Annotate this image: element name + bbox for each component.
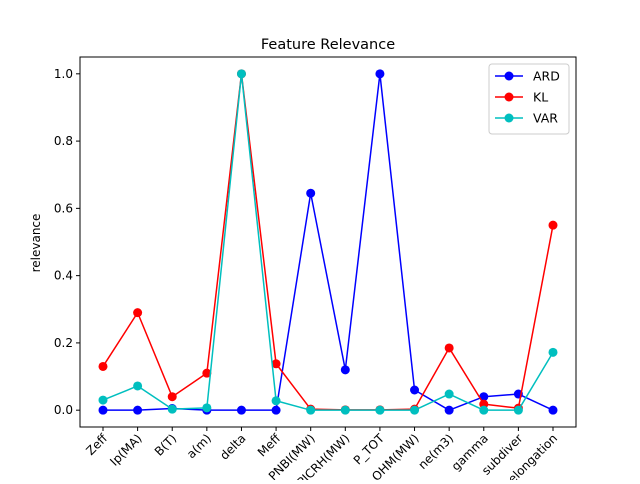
data-point-var bbox=[167, 404, 177, 414]
data-point-kl bbox=[548, 220, 558, 230]
y-axis-label: relevance bbox=[29, 214, 43, 273]
data-point-ard bbox=[410, 385, 420, 395]
data-point-kl bbox=[167, 392, 177, 402]
y-tick-label: 1.0 bbox=[54, 67, 73, 81]
data-point-ard bbox=[306, 188, 316, 198]
data-point-ard bbox=[98, 405, 108, 415]
data-point-ard bbox=[444, 405, 454, 415]
series-line-var bbox=[102, 73, 554, 411]
data-point-var bbox=[271, 396, 281, 406]
series-layer bbox=[98, 69, 558, 415]
y-tick-label: 0.0 bbox=[54, 403, 73, 417]
legend: ARD KL VAR bbox=[488, 63, 570, 135]
series-var bbox=[98, 69, 558, 415]
legend-item: KL bbox=[495, 90, 548, 105]
series-kl bbox=[98, 69, 558, 415]
data-point-var bbox=[98, 395, 108, 405]
data-point-kl bbox=[271, 359, 281, 369]
data-point-var bbox=[479, 405, 489, 415]
data-point-var bbox=[133, 381, 143, 391]
data-point-var bbox=[513, 405, 523, 415]
legend-marker bbox=[504, 113, 514, 123]
data-point-ard bbox=[271, 405, 281, 415]
data-point-kl bbox=[202, 368, 212, 378]
legend-label: VAR bbox=[533, 111, 558, 126]
data-point-kl bbox=[98, 361, 108, 371]
data-point-var bbox=[444, 389, 454, 399]
data-point-kl bbox=[133, 308, 143, 318]
y-tick-label: 0.2 bbox=[54, 336, 73, 350]
data-point-ard bbox=[236, 405, 246, 415]
data-point-var bbox=[548, 347, 558, 357]
data-point-ard bbox=[340, 365, 350, 375]
legend-marker bbox=[504, 71, 514, 81]
data-point-var bbox=[410, 405, 420, 415]
data-point-ard bbox=[548, 405, 558, 415]
data-point-var bbox=[306, 405, 316, 415]
chart-title: Feature Relevance bbox=[261, 37, 395, 53]
y-tick-label: 0.6 bbox=[54, 201, 73, 215]
plot-frame bbox=[79, 56, 577, 428]
data-point-var bbox=[340, 405, 350, 415]
data-point-var bbox=[375, 405, 385, 415]
y-tick-label: 0.4 bbox=[54, 269, 73, 283]
data-point-ard bbox=[133, 405, 143, 415]
data-point-ard bbox=[479, 392, 489, 402]
legend-label: ARD bbox=[533, 69, 560, 84]
data-point-var bbox=[236, 69, 246, 79]
data-point-var bbox=[202, 403, 212, 413]
legend-marker bbox=[504, 92, 514, 102]
legend-item: VAR bbox=[495, 111, 558, 126]
data-point-ard bbox=[375, 69, 385, 79]
y-tick-label: 0.8 bbox=[54, 134, 73, 148]
legend-label: KL bbox=[533, 90, 548, 105]
legend-item: ARD bbox=[495, 69, 560, 84]
data-point-kl bbox=[444, 343, 454, 353]
